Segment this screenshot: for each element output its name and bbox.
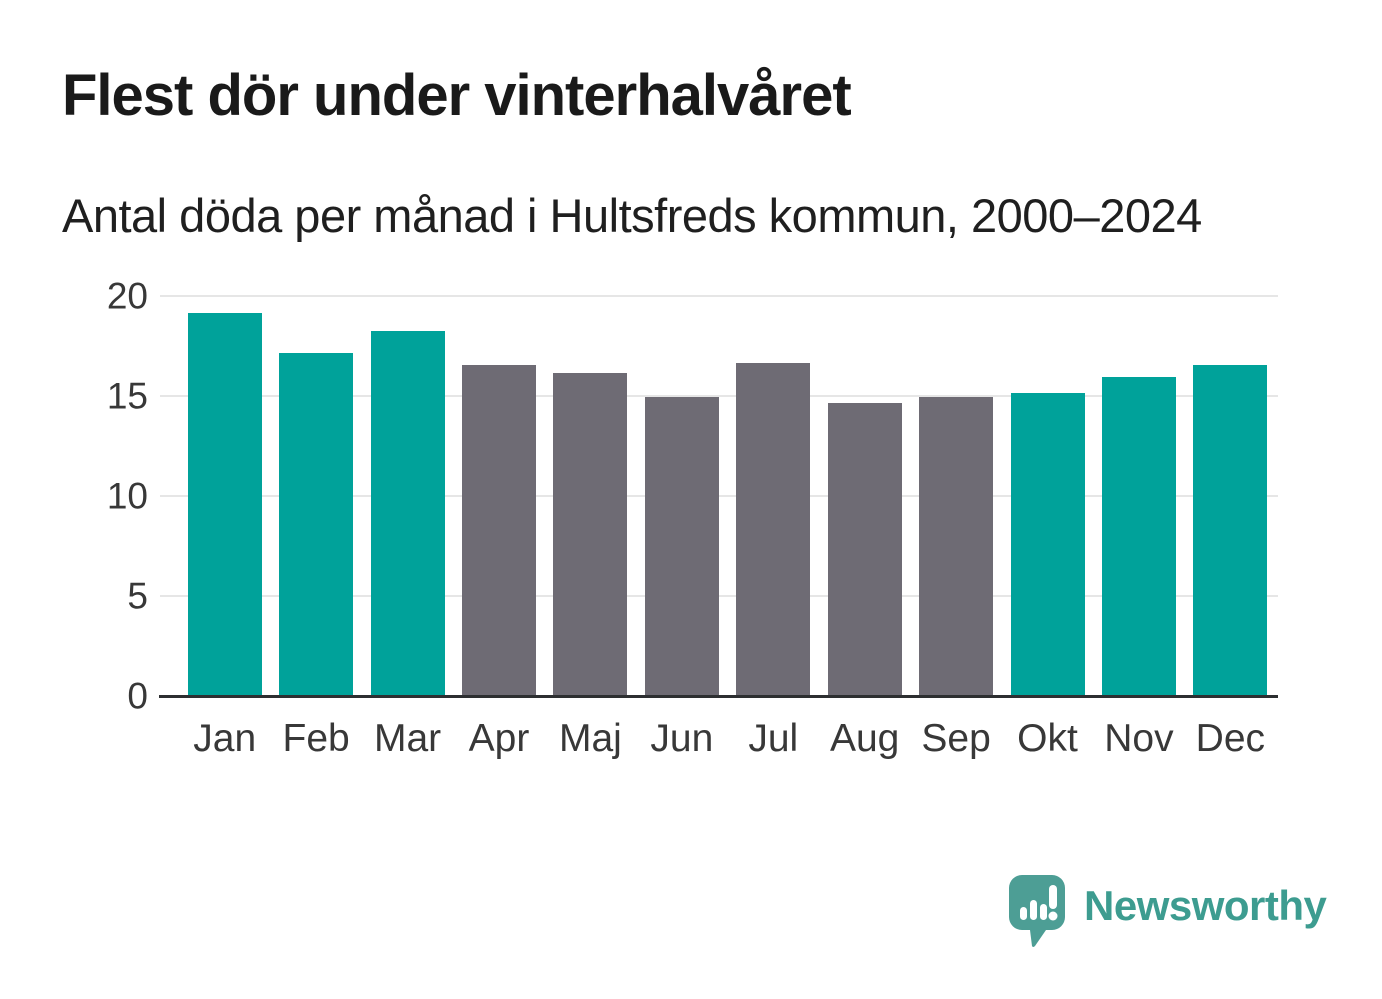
bar-sep	[919, 397, 994, 695]
bar-dec	[1193, 365, 1268, 695]
x-tick-label-jul: Jul	[748, 717, 799, 760]
x-tick-label-nov: Nov	[1104, 717, 1174, 760]
bar-aug	[827, 403, 902, 695]
x-axis-line	[159, 695, 1278, 698]
x-tick-label-dec: Dec	[1195, 717, 1266, 760]
gridline-10	[160, 495, 1278, 497]
x-tick-label-jan: Jan	[193, 717, 257, 760]
y-tick-label-20: 20	[106, 275, 148, 317]
bar-apr	[461, 365, 536, 695]
y-tick-label-0: 0	[127, 675, 148, 717]
x-tick-label-aug: Aug	[829, 717, 900, 760]
y-tick-label-15: 15	[106, 375, 148, 417]
chart-subtitle: Antal döda per månad i Hultsfreds kommun…	[62, 189, 1202, 242]
bar-jan	[187, 313, 262, 695]
bar-slot-mar	[362, 296, 453, 695]
bar-slot-jul	[728, 296, 819, 695]
bar-mar	[370, 331, 445, 695]
gridline-20	[160, 295, 1278, 297]
bar-slot-sep	[910, 296, 1001, 695]
bar-slot-aug	[819, 296, 910, 695]
x-tick-label-okt: Okt	[1017, 717, 1078, 760]
bar-chart-speech-bubble-icon	[1009, 875, 1065, 947]
bar-feb	[279, 353, 354, 695]
x-axis-labels: Jan Feb Mar Apr Maj Jun Jul Aug Sep Okt Nov Dec	[179, 716, 1276, 763]
y-tick-label-10: 10	[106, 475, 148, 517]
bar-slot-jun	[636, 296, 727, 695]
bar-slot-maj	[545, 296, 636, 695]
bar-series	[179, 296, 1276, 695]
x-tick-label-mar: Mar	[373, 717, 442, 760]
newsworthy-logo: Newsworthy	[1008, 874, 1327, 948]
y-axis-tick-labels: 0 5 10 15 20	[0, 278, 148, 715]
bar-jul	[736, 363, 811, 695]
x-tick-label-feb: Feb	[282, 717, 350, 760]
bar-jun	[644, 397, 719, 695]
plot-area	[159, 295, 1278, 698]
bar-nov	[1101, 377, 1176, 695]
bar-slot-nov	[1093, 296, 1184, 695]
brand-name: Newsworthy	[1084, 882, 1327, 929]
bar-slot-dec	[1185, 296, 1276, 695]
bar-okt	[1010, 393, 1085, 695]
x-tick-label-apr: Apr	[468, 717, 530, 760]
gridline-15	[160, 395, 1278, 397]
x-tick-label-jun: Jun	[650, 717, 714, 760]
x-tick-label-maj: Maj	[558, 717, 622, 760]
bar-slot-feb	[270, 296, 361, 695]
bar-slot-okt	[1002, 296, 1093, 695]
gridline-5	[160, 595, 1278, 597]
chart-title: Flest dör under vinterhalvåret	[62, 63, 852, 128]
bar-slot-apr	[453, 296, 544, 695]
x-tick-label-sep: Sep	[921, 717, 991, 760]
bar-maj	[553, 373, 628, 695]
y-tick-label-5: 5	[127, 575, 148, 617]
bar-slot-jan	[179, 296, 270, 695]
